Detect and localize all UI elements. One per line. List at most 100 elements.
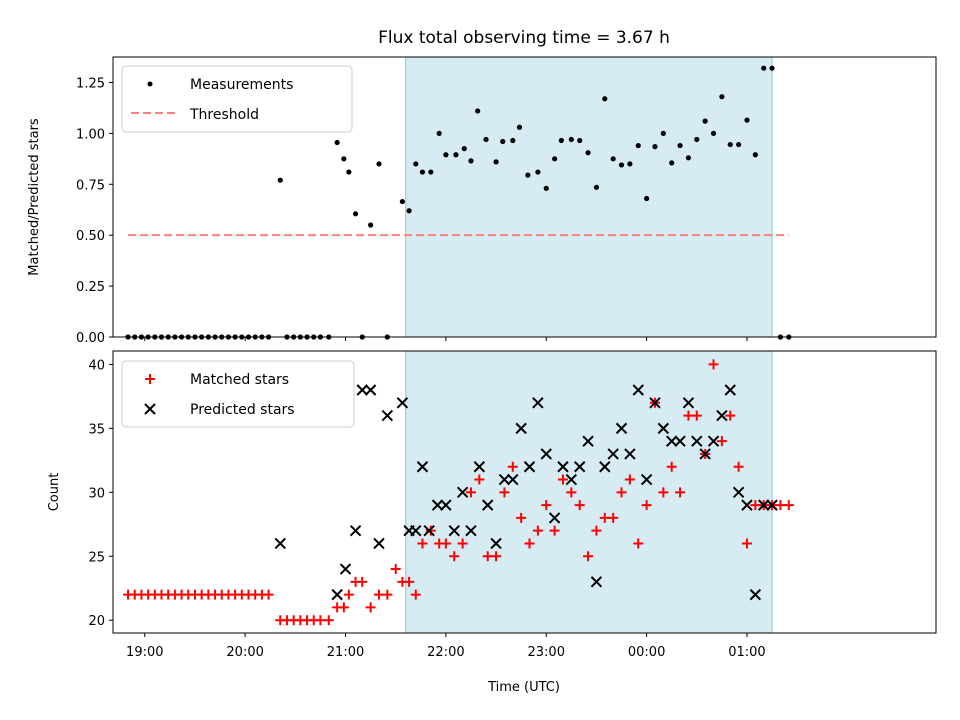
matched-star-point — [741, 538, 752, 549]
measurement-point — [618, 162, 625, 168]
matched-star-point — [566, 487, 577, 498]
y-tick-label: 0.25 — [76, 280, 105, 295]
predicted-star-point — [766, 499, 778, 511]
predicted-star-point — [682, 397, 695, 409]
bottom-legend: Matched stars Predicted stars — [121, 360, 355, 428]
measurement-point — [453, 152, 459, 158]
predicted-star-point — [749, 588, 762, 601]
legend-predicted-label: Predicted stars — [190, 402, 295, 418]
measurement-point — [710, 130, 717, 136]
measurement-point — [535, 169, 541, 175]
predicted-star-point — [649, 397, 661, 409]
matched-star-point — [343, 589, 354, 600]
top-axis-ticks: 0.00 0.25 0.50 0.75 1.00 1.25 — [76, 76, 748, 346]
matched-star-point — [465, 487, 476, 498]
top-shaded-region — [405, 56, 773, 338]
x-tick-label: 20:00 — [226, 645, 263, 660]
predicted-star-point — [356, 384, 368, 396]
measurement-point — [577, 137, 583, 144]
predicted-star-point — [707, 435, 720, 447]
predicted-star-point — [416, 461, 429, 473]
x-tick-label: 21:00 — [327, 645, 364, 660]
matched-star-point — [658, 487, 669, 498]
matched-star-point — [574, 500, 585, 511]
bottom-panel: 20 25 30 35 40 19:00 20:00 21:00 22:00 23:00 00:00… — [47, 350, 937, 695]
y-tick-label: 0.75 — [76, 178, 105, 193]
predicted-star-point — [465, 524, 477, 537]
measurement-point — [727, 141, 733, 148]
legend-threshold-label: Threshold — [189, 107, 259, 123]
matched-star-point — [583, 551, 594, 562]
y-tick-label: 0.50 — [76, 229, 105, 244]
predicted-star-point — [615, 422, 628, 435]
measurement-point — [436, 130, 442, 136]
predicted-star-point — [440, 499, 452, 511]
predicted-star-point — [431, 499, 444, 511]
predicted-star-point — [473, 461, 486, 473]
measurement-point — [334, 139, 340, 146]
matched-star-point — [417, 538, 428, 549]
matched-star-point — [390, 564, 401, 575]
predicted-star-point — [331, 588, 343, 601]
predicted-star-point — [624, 448, 636, 460]
predicted-star-point — [396, 397, 409, 409]
predicted-star-point — [274, 537, 286, 550]
measurement-point — [468, 158, 474, 164]
measurement-point — [610, 156, 616, 162]
measurement-point — [475, 108, 481, 114]
matched-star-point — [608, 512, 619, 523]
predicted-star-point — [732, 486, 745, 499]
matched-star-point — [733, 461, 744, 472]
matched-star-point — [641, 500, 652, 511]
predicted-star-point — [758, 499, 770, 511]
measurement-point — [644, 195, 650, 202]
matched-star-point — [783, 500, 794, 511]
predicted-star-point — [590, 576, 603, 588]
predicted-star-point — [599, 461, 611, 473]
measurement-point — [677, 142, 683, 149]
measurement-point — [277, 177, 283, 183]
measurement-point — [719, 94, 725, 100]
matched-star-point — [666, 461, 677, 472]
matched-star-point — [482, 551, 493, 562]
y-tick-label: 1.00 — [76, 127, 105, 142]
measurement-point — [419, 169, 426, 175]
bottom-axis-ticks: 20 25 30 35 40 19:00 20:00 21:00 22:00 23:00 00:00… — [88, 358, 765, 660]
predicted-star-point — [498, 473, 511, 486]
matched-star-point — [541, 500, 552, 511]
top-axes-frame — [112, 56, 937, 338]
measurement-point — [483, 136, 489, 143]
predicted-star-point — [548, 512, 561, 524]
predicted-star-point — [674, 435, 686, 447]
measurement-point — [413, 161, 419, 167]
matched-star-point — [591, 525, 602, 536]
measurement-point — [593, 184, 600, 190]
matched-star-point — [499, 487, 510, 498]
matched-star-point — [633, 538, 644, 549]
matched-star-point — [323, 615, 334, 626]
predicted-star-point — [716, 409, 728, 422]
top-legend-box — [121, 65, 353, 133]
legend-measurements-label: Measurements — [190, 77, 293, 93]
matched-star-point — [338, 602, 349, 613]
matched-star-point — [616, 487, 627, 498]
measurement-point — [568, 136, 574, 143]
measurement-point — [352, 211, 359, 217]
measurement-point — [443, 152, 449, 158]
predicted-star-point — [523, 461, 536, 473]
matched-star-point — [675, 487, 686, 498]
predicted-star-point — [349, 524, 362, 537]
matched-star-point — [716, 436, 727, 447]
measurement-point — [769, 65, 775, 71]
predicted-star-point — [640, 473, 653, 486]
matched-star-point — [507, 461, 518, 472]
predicted-star-point — [423, 524, 435, 537]
predicted-star-point — [339, 563, 352, 575]
x-tick-label: 00:00 — [628, 645, 665, 660]
legend-predicted-marker — [144, 403, 156, 415]
measurement-point — [510, 137, 516, 144]
bottom-shaded-region — [405, 350, 773, 634]
measurement-point — [368, 222, 374, 228]
matched-star-point — [599, 512, 610, 523]
measurement-point — [346, 169, 352, 175]
